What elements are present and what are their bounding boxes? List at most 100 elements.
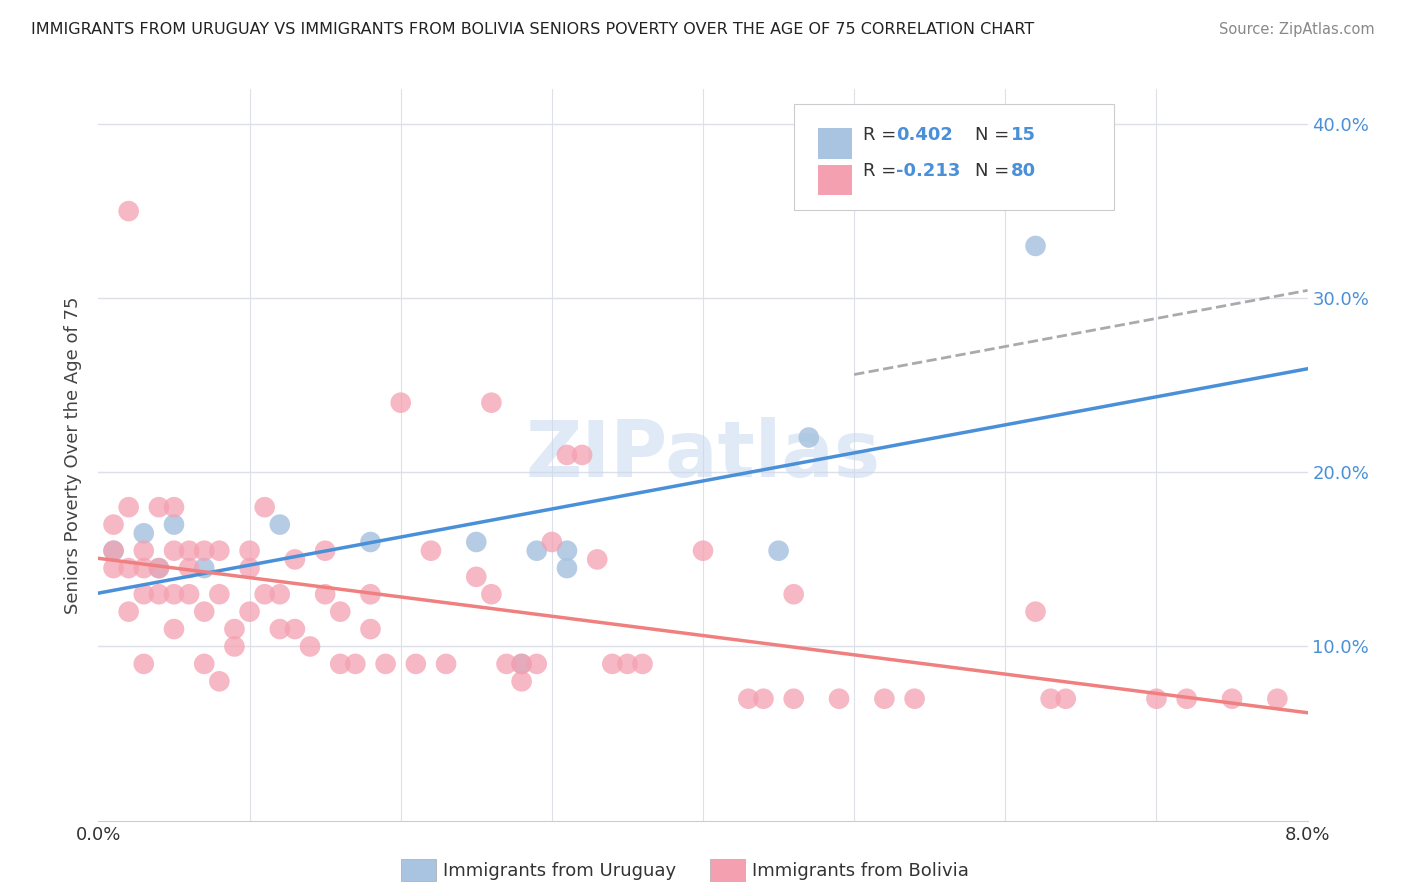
FancyBboxPatch shape	[818, 164, 852, 195]
FancyBboxPatch shape	[818, 128, 852, 159]
Point	[1039, 691, 1062, 706]
Point	[132, 561, 155, 575]
Point	[360, 622, 382, 636]
Point	[253, 587, 276, 601]
Point	[269, 587, 291, 601]
Point	[692, 543, 714, 558]
Text: -0.213: -0.213	[897, 162, 960, 180]
Point	[148, 500, 170, 515]
Point	[631, 657, 654, 671]
Point	[465, 570, 488, 584]
Point	[1267, 691, 1289, 706]
Point	[510, 657, 533, 671]
Point	[465, 535, 488, 549]
Point	[1054, 691, 1077, 706]
Point	[163, 517, 186, 532]
Point	[571, 448, 593, 462]
Point	[163, 500, 186, 515]
Point	[481, 587, 503, 601]
Point	[314, 543, 336, 558]
Point	[163, 543, 186, 558]
Point	[481, 395, 503, 409]
Point	[405, 657, 427, 671]
Point	[299, 640, 322, 654]
Point	[495, 657, 517, 671]
Point	[193, 605, 215, 619]
Point	[540, 535, 562, 549]
Point	[193, 543, 215, 558]
Point	[103, 561, 125, 575]
Point	[555, 561, 578, 575]
Point	[555, 543, 578, 558]
Point	[118, 561, 141, 575]
Point	[510, 657, 533, 671]
Point	[904, 691, 927, 706]
FancyBboxPatch shape	[793, 103, 1114, 210]
Point	[148, 587, 170, 601]
Point	[224, 622, 246, 636]
Point	[1025, 239, 1047, 253]
Text: R =: R =	[863, 162, 901, 180]
Text: 0.402: 0.402	[897, 126, 953, 144]
Point	[208, 587, 231, 601]
Point	[179, 587, 201, 601]
Point	[193, 561, 215, 575]
Point	[329, 657, 352, 671]
Text: Immigrants from Bolivia: Immigrants from Bolivia	[752, 862, 969, 880]
Point	[602, 657, 624, 671]
Text: N =: N =	[976, 126, 1015, 144]
Text: IMMIGRANTS FROM URUGUAY VS IMMIGRANTS FROM BOLIVIA SENIORS POVERTY OVER THE AGE : IMMIGRANTS FROM URUGUAY VS IMMIGRANTS FR…	[31, 22, 1035, 37]
Point	[344, 657, 367, 671]
Point	[828, 691, 851, 706]
Point	[224, 640, 246, 654]
Point	[374, 657, 396, 671]
Point	[737, 691, 759, 706]
Point	[118, 605, 141, 619]
Point	[1220, 691, 1243, 706]
Text: ZIPatlas: ZIPatlas	[526, 417, 880, 493]
Point	[420, 543, 443, 558]
Point	[360, 535, 382, 549]
Point	[526, 657, 548, 671]
Point	[103, 517, 125, 532]
Point	[269, 517, 291, 532]
Point	[163, 622, 186, 636]
Point	[783, 587, 806, 601]
Point	[193, 657, 215, 671]
Point	[616, 657, 638, 671]
Point	[873, 691, 896, 706]
Text: Source: ZipAtlas.com: Source: ZipAtlas.com	[1219, 22, 1375, 37]
Point	[118, 204, 141, 219]
Text: N =: N =	[976, 162, 1015, 180]
Point	[360, 587, 382, 601]
Point	[148, 561, 170, 575]
Point	[329, 605, 352, 619]
Point	[284, 552, 307, 566]
Point	[526, 543, 548, 558]
Text: 15: 15	[1011, 126, 1036, 144]
Point	[148, 561, 170, 575]
Point	[163, 587, 186, 601]
Point	[314, 587, 336, 601]
Text: Immigrants from Uruguay: Immigrants from Uruguay	[443, 862, 676, 880]
Point	[389, 395, 412, 409]
Point	[797, 430, 820, 444]
Point	[103, 543, 125, 558]
Point	[586, 552, 609, 566]
Point	[239, 543, 262, 558]
Point	[132, 526, 155, 541]
Point	[284, 622, 307, 636]
Point	[1146, 691, 1168, 706]
Text: R =: R =	[863, 126, 901, 144]
Point	[179, 561, 201, 575]
Point	[434, 657, 457, 671]
Point	[132, 587, 155, 601]
Point	[132, 543, 155, 558]
Point	[208, 674, 231, 689]
Y-axis label: Seniors Poverty Over the Age of 75: Seniors Poverty Over the Age of 75	[63, 296, 82, 614]
Point	[239, 605, 262, 619]
Point	[510, 674, 533, 689]
Point	[132, 657, 155, 671]
Point	[253, 500, 276, 515]
Text: 80: 80	[1011, 162, 1036, 180]
